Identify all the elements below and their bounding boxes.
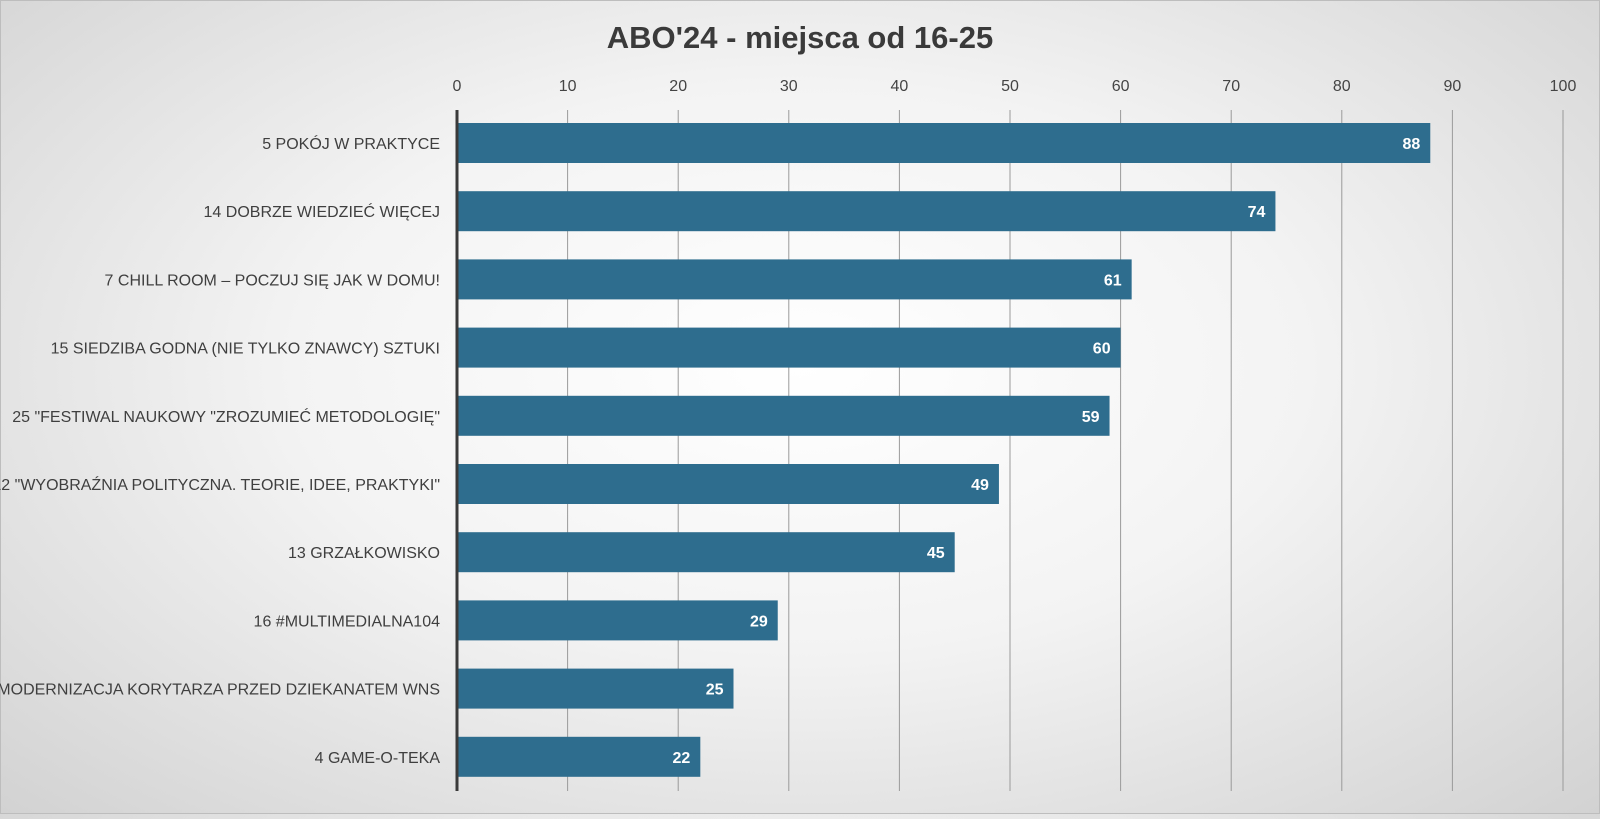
bar [457,327,1121,368]
category-label: 15 SIEDZIBA GODNA (NIE TYLKO ZNAWCY) SZT… [51,341,440,358]
value-labels: 88 74 61 60 59 49 45 29 25 22 [673,136,1421,767]
category-label: 17 MODERNIZACJA KORYTARZA PRZED DZIEKANA… [0,682,440,699]
bar [457,395,1110,436]
value-label: 60 [1093,341,1111,358]
value-label: 59 [1082,409,1100,426]
value-label: 74 [1248,204,1266,221]
category-label: 12 "WYOBRAŹNIA POLITYCZNA. TEORIE, IDEE,… [0,475,440,494]
category-label: 25 "FESTIWAL NAUKOWY "ZROZUMIEĆ METODOLO… [12,407,440,426]
bar [457,123,1431,163]
category-label: 16 #MULTIMEDIALNA104 [254,613,441,630]
value-label: 88 [1402,136,1420,153]
bar [457,532,955,573]
x-tick-label: 30 [780,78,798,95]
category-labels: 5 POKÓJ W PRAKTYCE 14 DOBRZE WIEDZIEĆ WIĘ… [0,134,440,767]
x-tick-label: 50 [1001,78,1019,95]
bars [457,123,1431,777]
x-tick-label: 0 [453,78,462,95]
bar [457,259,1132,300]
category-label: 5 POKÓJ W PRAKTYCE [262,134,440,153]
chart-title: ABO'24 - miejsca od 16-25 [607,20,993,55]
x-tick-label: 20 [669,78,687,95]
x-tick-label: 70 [1222,78,1240,95]
bar [457,668,734,709]
value-label: 22 [673,750,691,767]
category-label: 13 GRZAŁKOWISKO [288,545,440,562]
x-tick-label: 10 [559,78,577,95]
value-label: 45 [927,545,945,562]
bar [457,600,778,641]
bar [457,736,701,777]
category-label: 7 CHILL ROOM – POCZUJ SIĘ JAK W DOMU! [105,272,440,289]
x-tick-label: 60 [1112,78,1130,95]
value-label: 49 [971,477,989,494]
category-label: 4 GAME-O-TEKA [315,750,441,767]
category-label: 14 DOBRZE WIEDZIEĆ WIĘCEJ [204,202,440,221]
x-axis-ticks: 0 10 20 30 40 50 60 70 80 90 100 [453,78,1577,95]
x-tick-label: 90 [1444,78,1462,95]
x-tick-label: 80 [1333,78,1351,95]
x-tick-label: 40 [891,78,909,95]
bar [457,464,999,504]
value-label: 29 [750,613,768,630]
value-label: 61 [1104,272,1122,289]
x-tick-label: 100 [1550,78,1577,95]
value-label: 25 [706,682,724,699]
bar [457,191,1276,232]
